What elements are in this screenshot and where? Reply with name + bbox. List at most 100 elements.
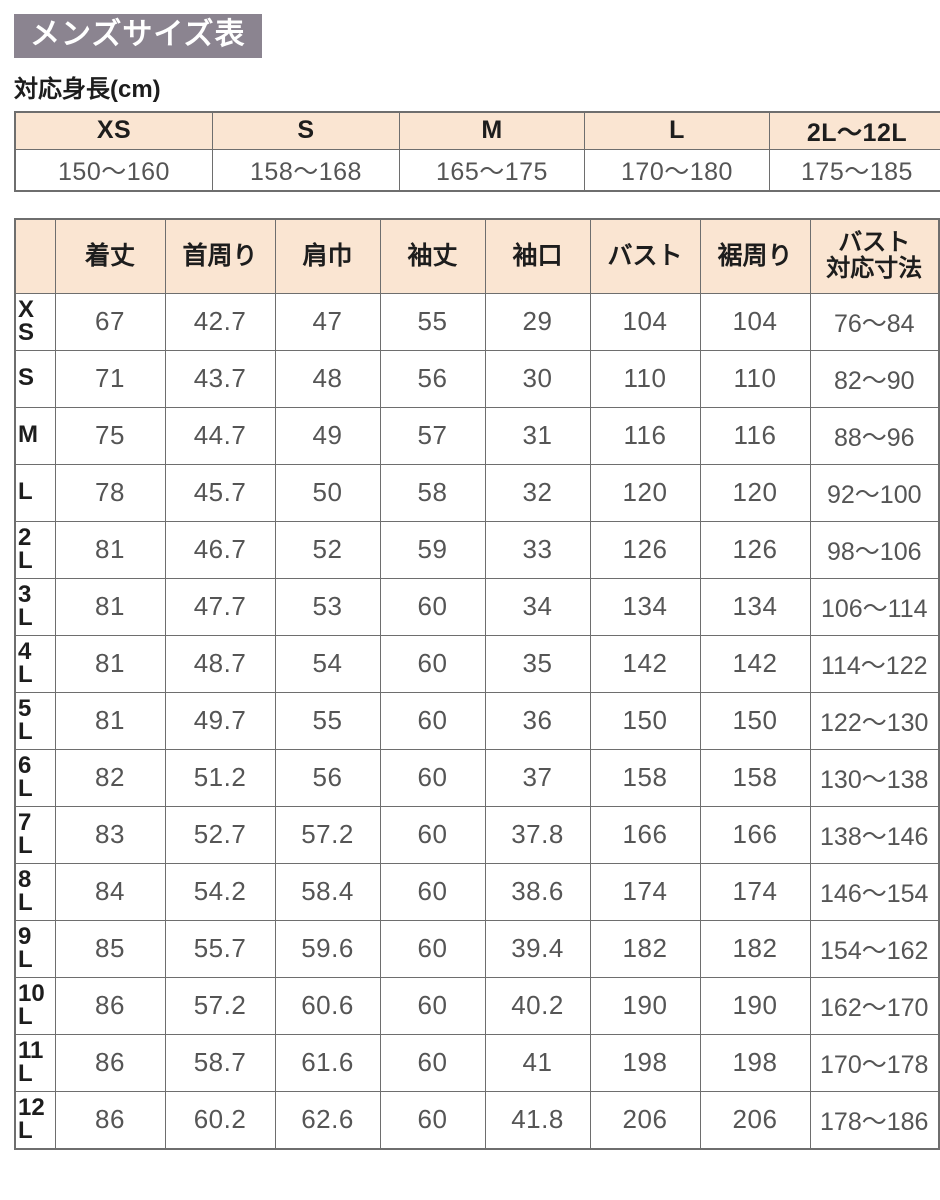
measurement-cell: 50 bbox=[274, 463, 381, 522]
measurement-cell: 206 bbox=[699, 1090, 811, 1149]
measurement-cell: 57.2 bbox=[164, 976, 276, 1035]
measurement-cell: 52.7 bbox=[164, 805, 276, 864]
measurement-cell: 60.6 bbox=[274, 976, 381, 1035]
measurement-cell: 142 bbox=[699, 634, 811, 693]
height-section-caption: 対応身長(cm) bbox=[14, 75, 161, 103]
measurement-cell: 59 bbox=[379, 520, 486, 579]
measurement-cell: 206 bbox=[589, 1090, 701, 1149]
size-label-line2: L bbox=[18, 888, 33, 916]
bust-range-cell: 130〜138 bbox=[809, 748, 940, 807]
measurement-cell: 57.2 bbox=[274, 805, 381, 864]
measurement-cell: 58.7 bbox=[164, 1033, 276, 1092]
size-label-line1: 5 bbox=[18, 695, 32, 723]
measurement-cell: 85 bbox=[54, 919, 166, 978]
measurement-cell: 120 bbox=[699, 463, 811, 522]
measurement-cell: 60 bbox=[379, 805, 486, 864]
size-table-header-row: 着丈 首周り 肩巾 袖丈 袖口 バスト 裾周り バスト 対応寸法 bbox=[14, 218, 940, 294]
measurement-cell: 49.7 bbox=[164, 691, 276, 750]
size-label-line2: L bbox=[18, 1116, 33, 1144]
size-label-line1: 12 bbox=[18, 1094, 45, 1122]
size-label-line1: M bbox=[18, 421, 38, 449]
measurement-cell: 81 bbox=[54, 634, 166, 693]
height-table-value-row: 150〜160 158〜168 165〜175 170〜180 175〜185 bbox=[14, 148, 940, 191]
bust-range-cell: 106〜114 bbox=[809, 577, 940, 636]
measurement-cell: 34 bbox=[484, 577, 591, 636]
size-label-line2: L bbox=[18, 603, 33, 631]
size-label-line2: L bbox=[18, 1002, 33, 1030]
size-label-line1: L bbox=[18, 478, 33, 506]
bust-range-cell: 88〜96 bbox=[809, 406, 940, 465]
size-measurement-table: 着丈 首周り 肩巾 袖丈 袖口 バスト 裾周り バスト 対応寸法 X S 67 42.7 47 55 29 1… bbox=[14, 217, 940, 1150]
table-row: 5 L 81 49.7 55 60 36 150 150 122〜130 bbox=[14, 691, 940, 750]
measurement-cell: 60.2 bbox=[164, 1090, 276, 1149]
size-label-line1: 3 bbox=[18, 581, 32, 609]
measurement-cell: 60 bbox=[379, 748, 486, 807]
measurement-cell: 166 bbox=[589, 805, 701, 864]
measurement-cell: 86 bbox=[54, 976, 166, 1035]
measurement-cell: 55 bbox=[274, 691, 381, 750]
measurement-cell: 82 bbox=[54, 748, 166, 807]
measurement-cell: 40.2 bbox=[484, 976, 591, 1035]
height-range-value: 158〜168 bbox=[212, 148, 400, 191]
measurement-cell: 182 bbox=[699, 919, 811, 978]
size-label-line1: 2 bbox=[18, 524, 32, 552]
measurement-cell: 60 bbox=[379, 976, 486, 1035]
size-table-column-header: 肩巾 bbox=[274, 218, 381, 294]
measurement-cell: 150 bbox=[699, 691, 811, 750]
measurement-cell: 57 bbox=[379, 406, 486, 465]
height-size-header: XS bbox=[14, 111, 213, 150]
height-size-header: 2L〜12L bbox=[769, 111, 940, 150]
table-row: 7 L 83 52.7 57.2 60 37.8 166 166 138〜146 bbox=[14, 805, 940, 864]
bust-range-cell: 98〜106 bbox=[809, 520, 940, 579]
size-label-line1: 6 bbox=[18, 752, 32, 780]
table-row: X S 67 42.7 47 55 29 104 104 76〜84 bbox=[14, 292, 940, 351]
measurement-cell: 51.2 bbox=[164, 748, 276, 807]
measurement-cell: 56 bbox=[274, 748, 381, 807]
size-label-line2: L bbox=[18, 717, 33, 745]
measurement-cell: 198 bbox=[589, 1033, 701, 1092]
measurement-cell: 60 bbox=[379, 862, 486, 921]
measurement-cell: 58 bbox=[379, 463, 486, 522]
height-table-header-row: XS S M L 2L〜12L bbox=[14, 111, 940, 150]
height-range-value: 175〜185 bbox=[769, 148, 940, 191]
measurement-cell: 190 bbox=[589, 976, 701, 1035]
size-table-column-header: 袖口 bbox=[484, 218, 591, 294]
size-label-line2: L bbox=[18, 945, 33, 973]
measurement-cell: 33 bbox=[484, 520, 591, 579]
size-table-column-header: 裾周り bbox=[699, 218, 811, 294]
measurement-cell: 59.6 bbox=[274, 919, 381, 978]
measurement-cell: 60 bbox=[379, 1090, 486, 1149]
height-size-header: L bbox=[584, 111, 770, 150]
measurement-cell: 83 bbox=[54, 805, 166, 864]
measurement-cell: 150 bbox=[589, 691, 701, 750]
measurement-cell: 55 bbox=[379, 292, 486, 351]
measurement-cell: 60 bbox=[379, 691, 486, 750]
row-size-label: L bbox=[14, 463, 56, 522]
size-label-line1: 4 bbox=[18, 638, 32, 666]
measurement-cell: 38.6 bbox=[484, 862, 591, 921]
measurement-cell: 67 bbox=[54, 292, 166, 351]
measurement-cell: 49 bbox=[274, 406, 381, 465]
measurement-cell: 182 bbox=[589, 919, 701, 978]
measurement-cell: 198 bbox=[699, 1033, 811, 1092]
measurement-cell: 43.7 bbox=[164, 349, 276, 408]
measurement-cell: 71 bbox=[54, 349, 166, 408]
bust-range-cell: 76〜84 bbox=[809, 292, 940, 351]
measurement-cell: 55.7 bbox=[164, 919, 276, 978]
measurement-cell: 47 bbox=[274, 292, 381, 351]
measurement-cell: 104 bbox=[699, 292, 811, 351]
measurement-cell: 81 bbox=[54, 691, 166, 750]
measurement-cell: 37 bbox=[484, 748, 591, 807]
measurement-cell: 134 bbox=[589, 577, 701, 636]
measurement-cell: 41 bbox=[484, 1033, 591, 1092]
size-label-line2: L bbox=[18, 546, 33, 574]
height-range-value: 170〜180 bbox=[584, 148, 770, 191]
measurement-cell: 174 bbox=[699, 862, 811, 921]
size-table-body: X S 67 42.7 47 55 29 104 104 76〜84 S 71 43.7 48 56 30 11… bbox=[14, 292, 940, 1149]
